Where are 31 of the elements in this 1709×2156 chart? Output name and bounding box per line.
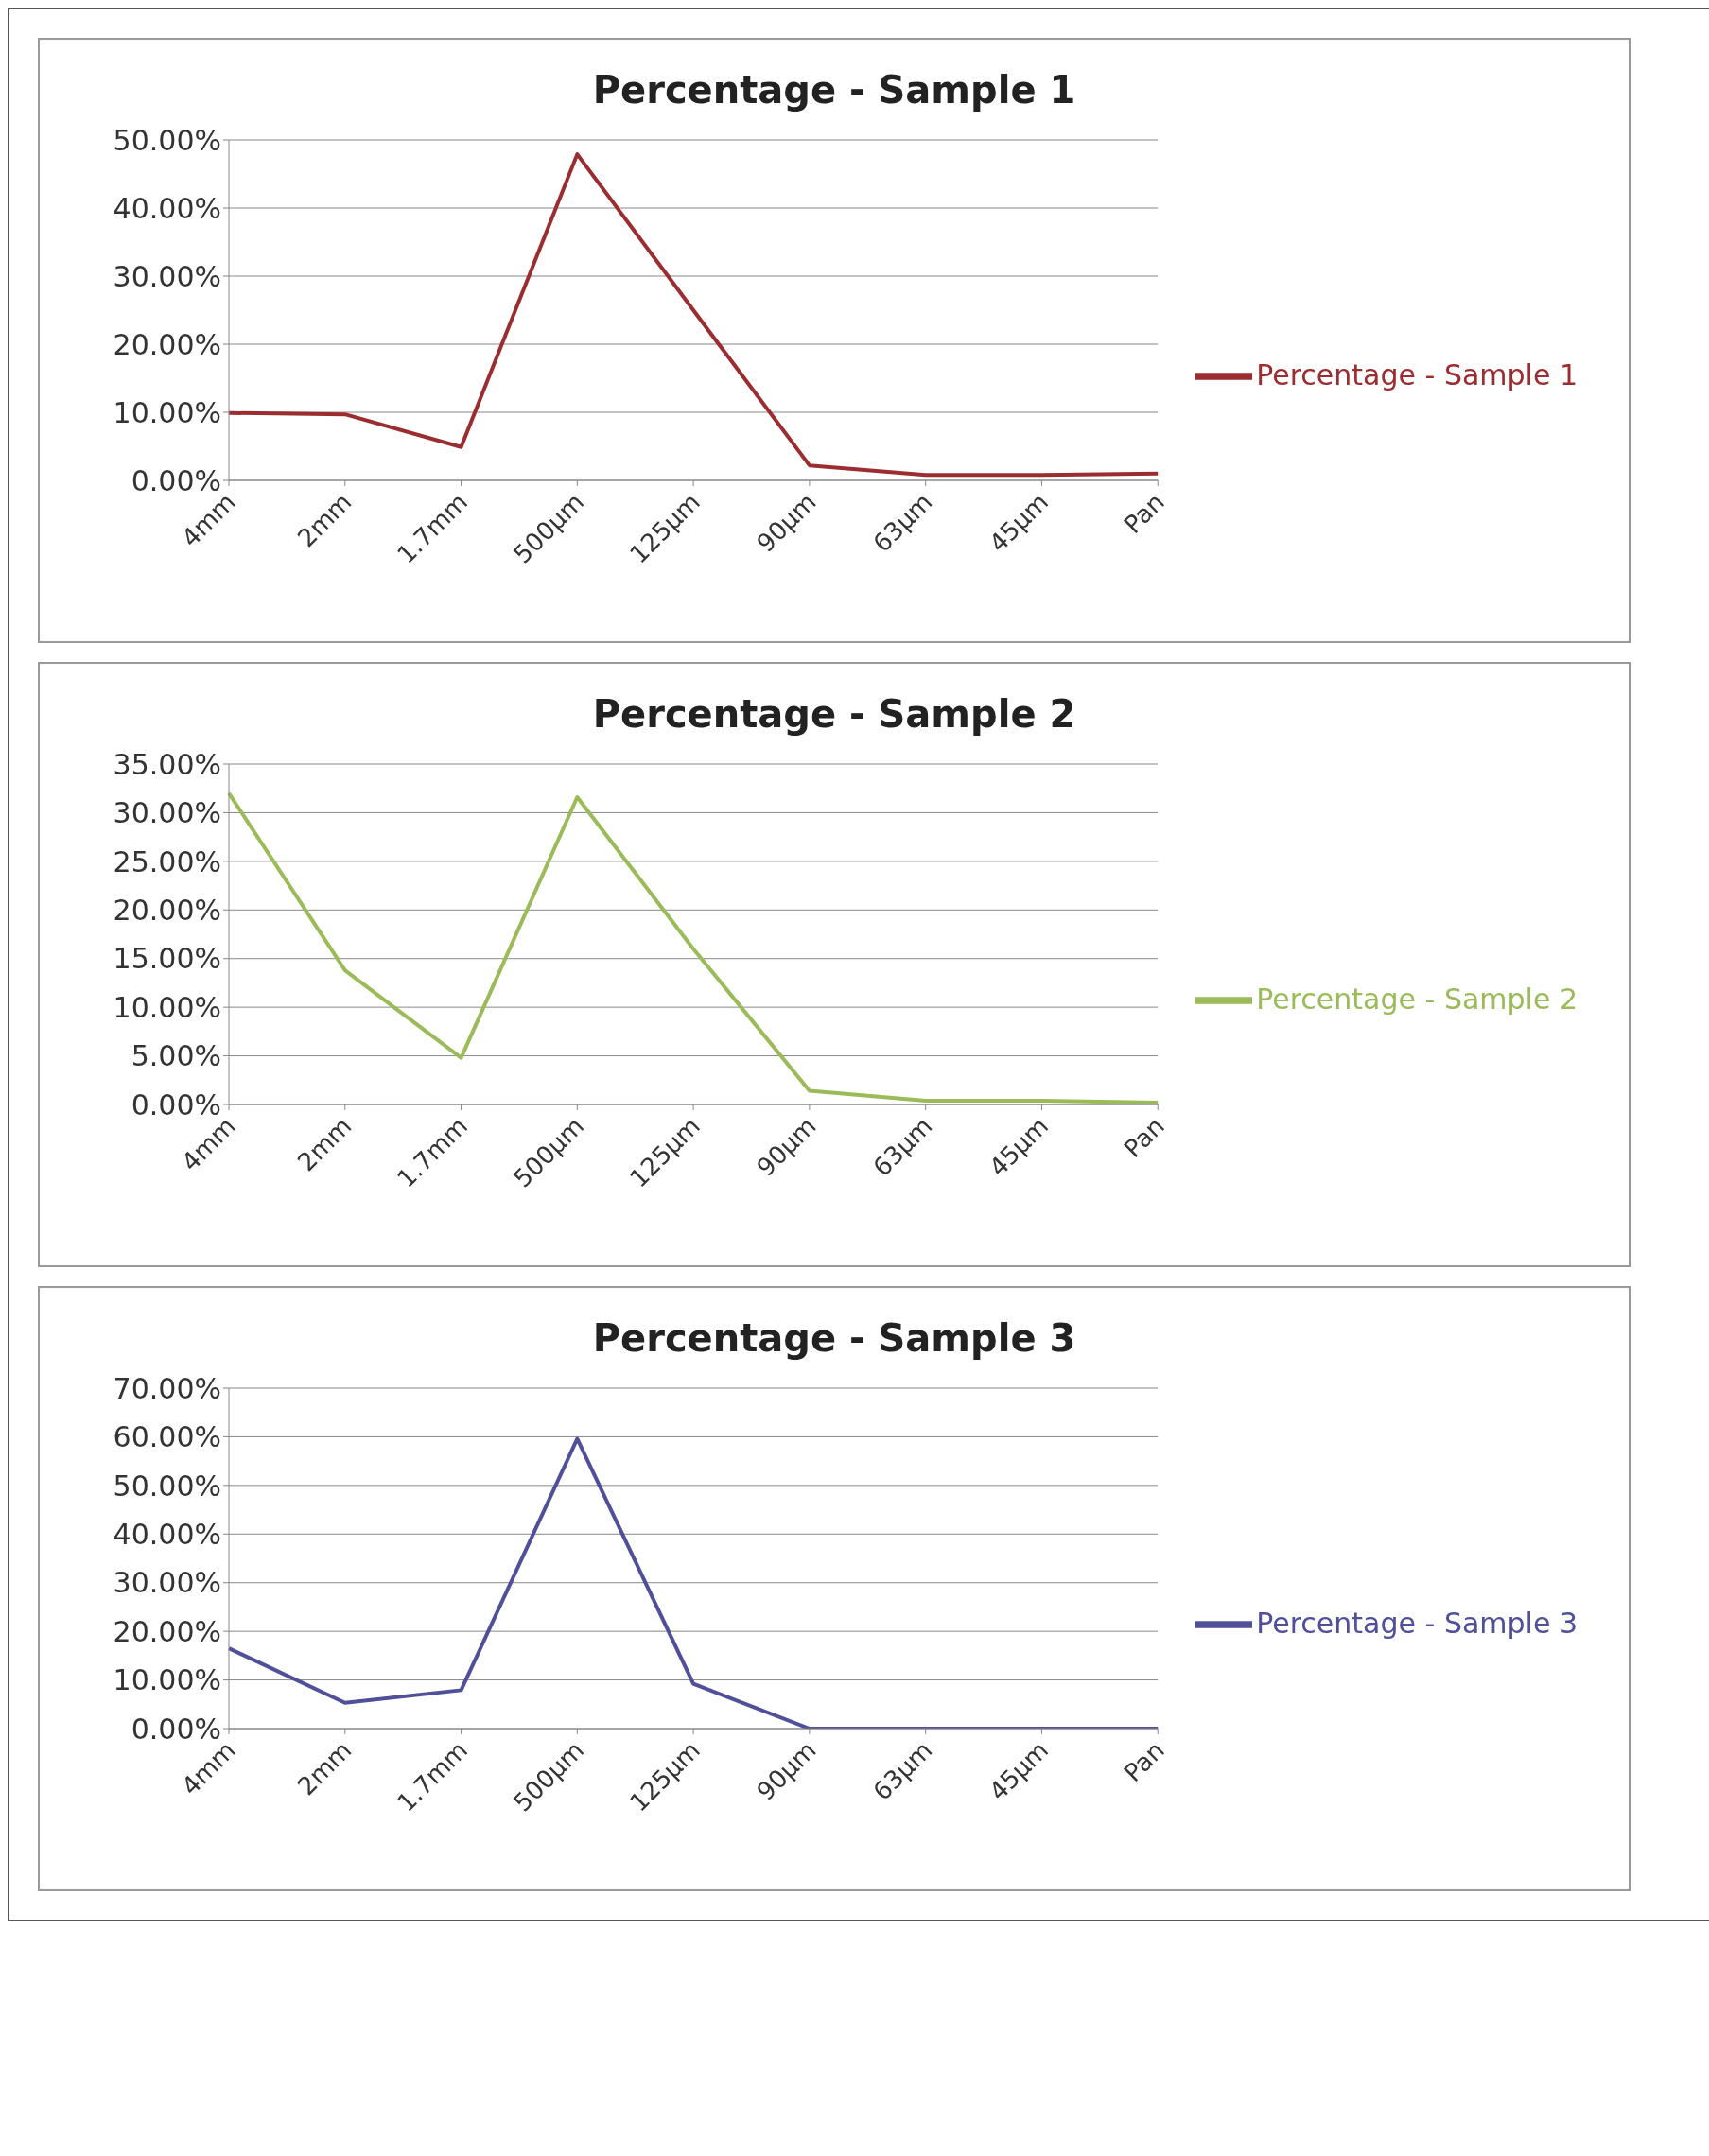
- legend-label: Percentage - Sample 1: [1256, 357, 1578, 391]
- y-tick-label: 50.00%: [113, 1469, 221, 1503]
- y-tick-label: 20.00%: [113, 327, 221, 361]
- y-tick-label: 20.00%: [113, 1614, 221, 1648]
- chart-title: Percentage - Sample 2: [591, 691, 1077, 736]
- y-tick-label: 40.00%: [113, 191, 221, 225]
- y-tick-label: 70.00%: [113, 1371, 221, 1405]
- chart-title: Percentage - Sample 1: [591, 67, 1077, 112]
- x-tick-label: Pan: [1118, 487, 1170, 539]
- y-tick-label: 30.00%: [113, 796, 221, 830]
- y-tick-label: 10.00%: [113, 395, 221, 429]
- y-tick-label: 25.00%: [113, 844, 221, 878]
- y-tick-label: 0.00%: [131, 1087, 221, 1121]
- y-tick-label: 50.00%: [113, 123, 221, 157]
- y-tick-label: 5.00%: [131, 1039, 221, 1073]
- y-tick-label: 15.00%: [113, 942, 221, 976]
- legend-label: Percentage - Sample 3: [1256, 1606, 1578, 1640]
- x-tick-label: Pan: [1118, 1735, 1170, 1787]
- y-tick-label: 30.00%: [113, 1566, 221, 1600]
- y-tick-label: 30.00%: [113, 259, 221, 293]
- y-tick-label: 0.00%: [131, 463, 221, 497]
- y-tick-label: 10.00%: [113, 990, 221, 1024]
- y-tick-label: 35.00%: [113, 747, 221, 781]
- y-tick-label: 60.00%: [113, 1420, 221, 1454]
- legend-label: Percentage - Sample 2: [1256, 982, 1578, 1016]
- y-tick-label: 20.00%: [113, 893, 221, 927]
- y-tick-label: 0.00%: [131, 1712, 221, 1746]
- y-tick-label: 40.00%: [113, 1517, 221, 1551]
- y-tick-label: 10.00%: [113, 1663, 221, 1697]
- chart-title: Percentage - Sample 3: [591, 1315, 1077, 1360]
- x-tick-label: Pan: [1118, 1111, 1170, 1163]
